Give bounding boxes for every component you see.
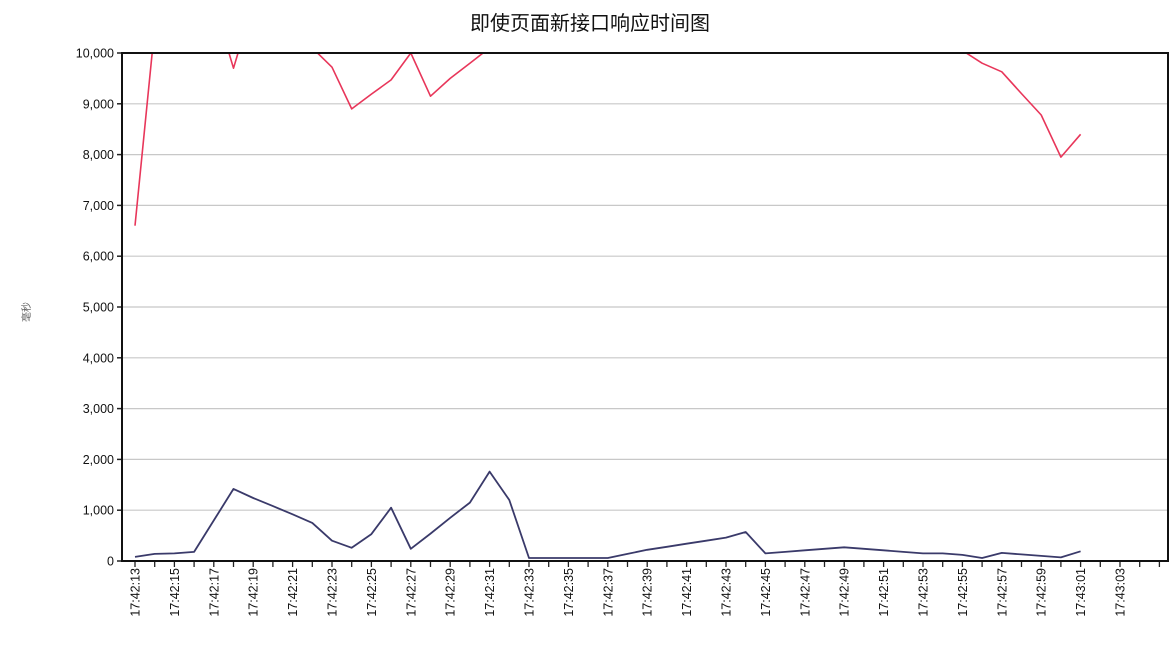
- y-axis-label: 毫秒: [20, 302, 33, 322]
- y-tick-label: 4,000: [83, 351, 114, 365]
- y-tick-label: 0: [107, 555, 114, 569]
- x-tick-label: 17:42:19: [247, 568, 261, 617]
- y-tick-label: 6,000: [83, 250, 114, 264]
- gridlines: [122, 103, 1168, 511]
- series-group: [134, 53, 1082, 559]
- series-line-1: [134, 53, 1082, 226]
- axes: 0 1,000 2,000 3,000 4,000 5,000 6,000 7,000 8,00…: [76, 47, 1169, 617]
- x-tick-label: 17:42:53: [917, 568, 931, 617]
- x-tick-label: 17:42:57: [995, 568, 1009, 617]
- x-tick-label: 17:42:59: [1035, 568, 1049, 617]
- x-tick-label: 17:42:33: [523, 568, 537, 617]
- y-tick-label: 1,000: [83, 504, 114, 518]
- x-tick-label: 17:42:35: [562, 568, 576, 617]
- x-tick-label: 17:42:13: [129, 568, 143, 617]
- x-tick-label: 17:42:39: [641, 568, 655, 617]
- x-tick-label: 17:42:55: [956, 568, 970, 617]
- x-tick-label: 17:42:21: [286, 568, 300, 617]
- y-tick-label: 5,000: [83, 301, 114, 315]
- x-tick-label: 17:42:43: [720, 568, 734, 617]
- x-tick-label: 17:42:51: [877, 568, 891, 617]
- x-tick-label: 17:42:23: [326, 568, 340, 617]
- x-tick-label: 17:42:49: [838, 568, 852, 617]
- y-tick-label: 10,000: [76, 47, 114, 61]
- x-tick-label: 17:42:29: [444, 568, 458, 617]
- y-tick-label: 9,000: [83, 97, 114, 111]
- y-tick-label: 2,000: [83, 453, 114, 467]
- x-tick-label: 17:42:17: [207, 568, 221, 617]
- y-tick-label: 7,000: [83, 199, 114, 213]
- x-tick-label: 17:43:01: [1074, 568, 1088, 617]
- x-tick-label: 17:42:27: [404, 568, 418, 617]
- x-tick-label: 17:42:15: [168, 568, 182, 617]
- x-tick-label: 17:42:37: [601, 568, 615, 617]
- plot-border: [121, 52, 1169, 562]
- x-tick-label: 17:42:41: [680, 568, 694, 617]
- chart-title: 即使页面新接口响应时间图: [470, 11, 710, 35]
- x-tick-label: 17:42:25: [365, 568, 379, 617]
- x-tick-label: 17:42:45: [759, 568, 773, 617]
- y-tick-label: 3,000: [83, 402, 114, 416]
- y-tick-label: 8,000: [83, 148, 114, 162]
- x-tick-label: 17:42:47: [798, 568, 812, 617]
- x-tick-label: 17:42:31: [483, 568, 497, 617]
- x-tick-label: 17:43:03: [1114, 568, 1128, 617]
- series-line-2: [134, 470, 1081, 559]
